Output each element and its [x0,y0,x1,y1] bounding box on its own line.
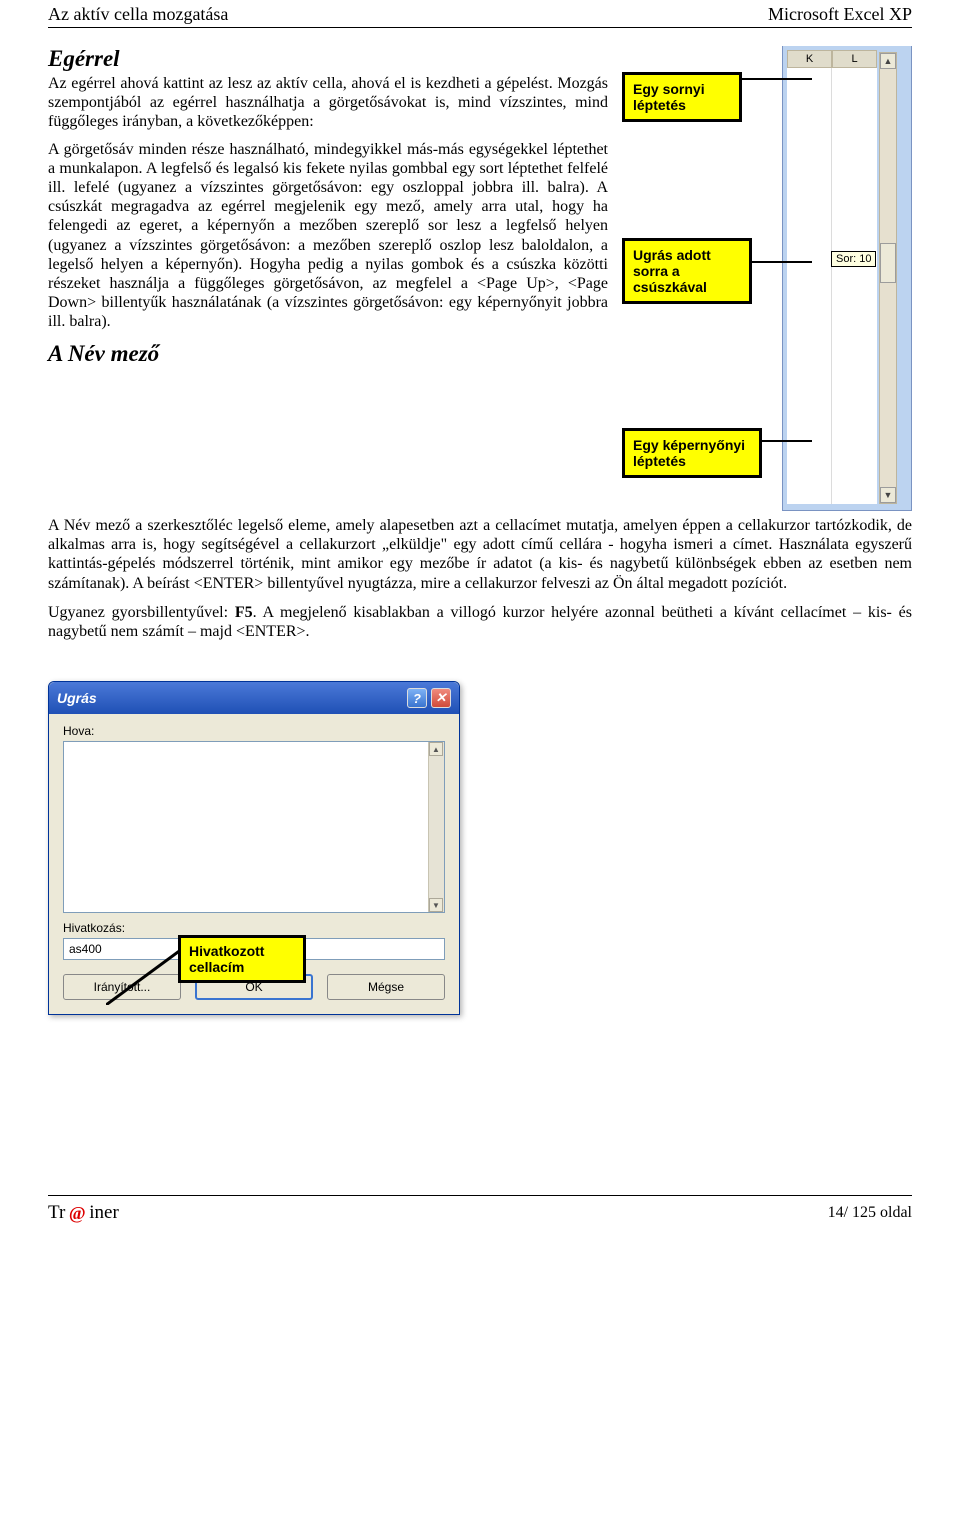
leader-line-ref [106,949,182,1005]
column-header-k: K [787,50,832,68]
scroll-thumb[interactable] [880,243,896,283]
para-egerrel-1: Az egérrel ahová kattint az lesz az aktí… [48,74,608,132]
goto-reference-label: Hivatkozás: [63,921,445,935]
at-icon: @ [67,1203,87,1223]
callout-screen-step: Egy képernyőnyi léptetés [622,428,762,478]
goto-titlebar[interactable]: Ugrás ? ✕ [49,682,459,714]
row-tooltip: Sor: 10 [831,251,876,267]
leader-line-1 [740,78,812,80]
listbox-scroll-up[interactable]: ▲ [429,742,443,756]
leader-line-2 [750,261,812,263]
goto-hova-label: Hova: [63,724,445,738]
column-header-l: L [832,50,877,68]
heading-egerrel: Egérrel [48,46,608,72]
header-app-name: Microsoft Excel XP [768,4,912,25]
callout-reference-cell: Hivatkozott cellacím [178,935,306,983]
callout-jump-row: Ugrás adott sorra a csúszkával [622,238,752,304]
scroll-up-button[interactable]: ▲ [880,53,896,69]
para-nev-1: A Név mező a szerkesztőléc legelső eleme… [48,516,912,593]
listbox-scrollbar[interactable]: ▲ ▼ [428,742,444,912]
goto-cancel-button[interactable]: Mégse [327,974,445,1000]
goto-title-text: Ugrás [57,690,97,706]
para-egerrel-2: A görgetősáv minden része használható, m… [48,140,608,332]
goto-listbox[interactable]: ▲ ▼ [63,741,445,913]
header-section-title: Az aktív cella mozgatása [48,4,228,25]
heading-nev-mezo: A Név mező [48,341,608,367]
footer-rule [48,1195,912,1196]
leader-line-3 [760,440,812,442]
help-icon[interactable]: ? [407,688,427,708]
shortcut-key: F5 [235,604,253,621]
footer-logo: Tr@iner [48,1202,119,1224]
scroll-down-button[interactable]: ▼ [880,487,896,503]
close-icon[interactable]: ✕ [431,688,451,708]
page-number: 14/ 125 oldal [828,1204,912,1222]
vertical-scrollbar[interactable]: ▲ ▼ [879,52,897,504]
callout-row-step: Egy sornyi léptetés [622,72,742,122]
header-rule [48,27,912,28]
para-nev-2: Ugyanez gyorsbillentyűvel: F5. A megjele… [48,603,912,641]
sheet-body [787,68,877,504]
listbox-scroll-down[interactable]: ▼ [429,898,443,912]
